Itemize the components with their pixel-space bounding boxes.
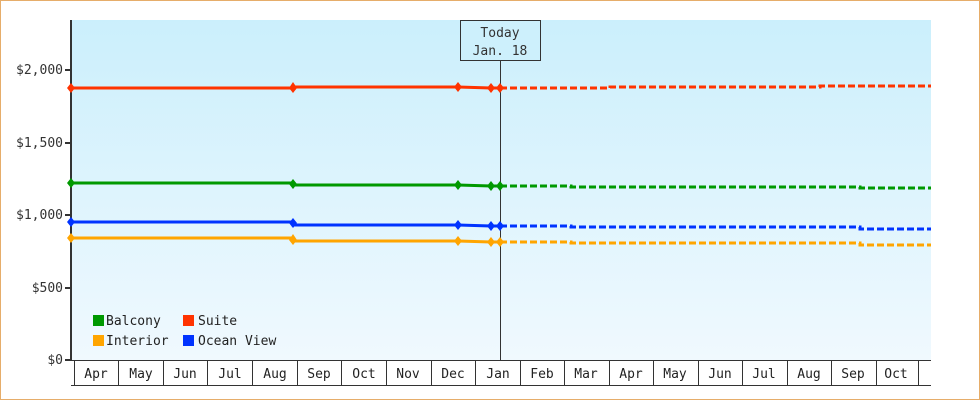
data-point[interactable] (487, 221, 495, 231)
data-point[interactable] (496, 181, 504, 191)
data-point[interactable] (454, 220, 462, 230)
y-axis: $0 $500 $1,000 $1,500 $2,000 (16, 20, 72, 368)
data-point[interactable] (454, 180, 462, 190)
x-tick-label: Jul (752, 367, 775, 382)
x-tick-label: Aug (263, 367, 286, 382)
x-tick-label: Jul (218, 367, 241, 382)
legend-label: Ocean View (198, 334, 276, 349)
x-tick-label: Oct (884, 367, 907, 382)
x-tick-label: Aug (797, 367, 820, 382)
x-tick-label: Apr (84, 367, 108, 382)
series-balcony (67, 178, 931, 191)
legend-swatch-icon (183, 335, 194, 346)
data-point[interactable] (487, 181, 495, 191)
x-tick-label: Dec (441, 367, 464, 382)
series-ocean-view (67, 217, 931, 231)
legend-swatch-icon (183, 315, 194, 326)
data-point[interactable] (67, 217, 75, 227)
legend-swatch-icon (93, 315, 104, 326)
legend-label: Interior (106, 334, 169, 349)
data-point[interactable] (454, 82, 462, 92)
x-tick-label: Oct (352, 367, 375, 382)
x-tick-label: Sep (307, 367, 331, 382)
data-point[interactable] (67, 178, 75, 188)
series-suite (67, 82, 931, 93)
x-tick-label: Jun (708, 367, 731, 382)
data-point[interactable] (487, 237, 495, 247)
data-point[interactable] (496, 237, 504, 247)
y-tick-label: $0 (47, 353, 63, 368)
y-tick-label: $1,500 (16, 136, 63, 151)
y-tick-label: $500 (32, 281, 63, 296)
legend: Balcony Suite Interior Ocean View (93, 314, 276, 349)
x-tick-label: Jan (486, 367, 509, 382)
x-tick-label: May (129, 367, 153, 382)
x-tick-label: Nov (396, 367, 420, 382)
legend-item-interior[interactable]: Interior (93, 334, 169, 349)
series-interior (67, 233, 931, 247)
data-point[interactable] (289, 218, 297, 228)
legend-item-ocean-view[interactable]: Ocean View (183, 334, 276, 349)
legend-item-suite[interactable]: Suite (183, 314, 237, 329)
y-tick-label: $1,000 (16, 208, 63, 223)
data-point[interactable] (496, 221, 504, 231)
data-point[interactable] (289, 234, 297, 245)
data-point[interactable] (454, 236, 462, 246)
x-tick-label: Sep (841, 367, 865, 382)
legend-swatch-icon (93, 335, 104, 346)
x-tick-label: Mar (574, 367, 598, 382)
today-marker: Today Jan. 18 (460, 20, 541, 360)
data-point[interactable] (67, 83, 75, 93)
x-axis (71, 360, 931, 386)
data-point[interactable] (496, 83, 504, 93)
x-tick-label: Jun (173, 367, 196, 382)
legend-label: Suite (198, 314, 237, 329)
today-date: Jan. 18 (473, 44, 528, 59)
data-point[interactable] (289, 82, 297, 93)
y-tick-label: $2,000 (16, 63, 63, 78)
x-tick-label: Feb (530, 367, 554, 382)
x-tick-label: Apr (619, 367, 643, 382)
data-point[interactable] (289, 179, 297, 189)
today-label: Today (480, 26, 519, 41)
data-point[interactable] (487, 83, 495, 93)
x-tick-label: May (663, 367, 687, 382)
data-point[interactable] (67, 233, 75, 243)
legend-item-balcony[interactable]: Balcony (93, 314, 161, 329)
legend-label: Balcony (106, 314, 161, 329)
x-tick-labels: Apr May Jun Jul Aug Sep Oct Nov Dec Jan … (84, 367, 907, 382)
